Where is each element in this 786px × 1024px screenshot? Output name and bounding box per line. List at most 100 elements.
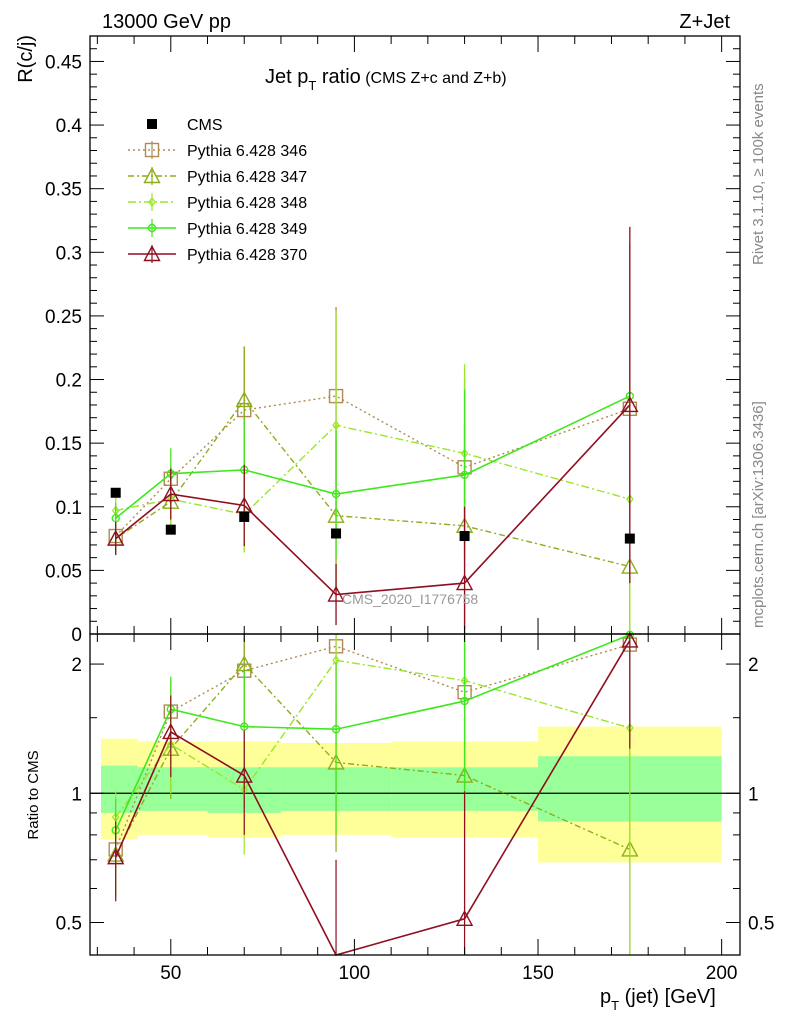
main-ytick-label-3: 0.15 — [45, 434, 82, 455]
point-3-0 — [111, 514, 120, 523]
ratio-line-1 — [115, 663, 631, 855]
xlabel-main: p — [600, 986, 611, 1008]
series-line-4 — [115, 404, 631, 596]
legend: CMS Pythia 6.428 346 Pythia 6.428 347 Pythi… — [128, 117, 307, 264]
ratio-line-4 — [114, 640, 631, 956]
series-line-3 — [115, 395, 631, 519]
series-line-1 — [115, 398, 630, 568]
xlabel-sub: T — [611, 998, 619, 1013]
ratio-point-4-4 — [455, 909, 474, 927]
ratio-point-1-2 — [235, 655, 253, 672]
cms-point-0 — [110, 487, 121, 498]
chart-title-sub: T — [308, 78, 316, 93]
series-line-2 — [115, 424, 631, 516]
ratio-line-3 — [114, 634, 631, 831]
point-3-4 — [460, 470, 469, 480]
ratio-ytick-label-2: 2 — [71, 655, 82, 676]
ratio-point-4-2 — [235, 766, 253, 783]
mcplots-label: mcplots.cern.ch [arXiv:1306.3436] — [750, 401, 767, 628]
xlabel-tail: (jet) [GeV] — [619, 986, 716, 1008]
cms-data — [110, 487, 635, 544]
legend-label-2: Pythia 6.428 348 — [187, 195, 307, 212]
ratio-point-4-5 — [621, 631, 639, 648]
ratio-ytick-label-1: 1 — [71, 784, 82, 805]
legend-marker-1 — [143, 167, 161, 184]
ratio-point-3-2 — [240, 722, 249, 731]
legend-marker-3 — [147, 223, 157, 233]
analysis-watermark: CMS_2020_I1776758 — [342, 591, 478, 607]
legend-marker-4 — [143, 245, 161, 262]
header-right: Z+Jet — [679, 11, 730, 33]
ratio-ylabel: Ratio to CMS — [25, 750, 42, 839]
legend-entry-1: Pythia 6.428 347 — [128, 167, 307, 186]
point-4-0 — [107, 529, 125, 546]
point-4-1 — [162, 485, 180, 502]
legend-label-1: Pythia 6.428 347 — [187, 169, 307, 186]
ratio-xtick-label-2: 150 — [522, 963, 554, 984]
main-ytick-label-6: 0.3 — [56, 243, 82, 264]
point-1-2 — [235, 390, 253, 408]
ratio-xtick-label-0: 50 — [160, 963, 181, 984]
ratio-series-layer — [107, 630, 639, 956]
ratio-uncertainty-bands — [101, 726, 722, 863]
ratio-point-4-0 — [107, 848, 125, 865]
chart-title-main: Jet p — [265, 66, 308, 88]
ratio-series-4 — [107, 631, 639, 956]
cms-point-1 — [165, 524, 176, 535]
chart-title: Jet pT ratio (CMS Z+c and Z+b) — [265, 66, 507, 93]
chart-title-small: (CMS Z+c and Z+b) — [361, 70, 507, 87]
ratio-ytick-label-right-1: 1 — [748, 784, 759, 805]
legend-entry-3: Pythia 6.428 349 — [128, 219, 307, 238]
legend-label-0: Pythia 6.428 346 — [187, 143, 307, 160]
point-3-3 — [331, 489, 341, 499]
series-3 — [111, 243, 635, 561]
legend-entry-2: Pythia 6.428 348 — [128, 193, 307, 212]
legend-label-4: Pythia 6.428 370 — [187, 247, 307, 264]
main-ytick-label-2: 0.1 — [56, 498, 82, 519]
ratio-line-2 — [115, 659, 631, 818]
cms-point-5 — [624, 533, 635, 544]
point-2-3 — [332, 420, 340, 431]
cms-point-3 — [331, 528, 342, 539]
header-left: 13000 GeV pp — [102, 11, 231, 33]
rivet-label: Rivet 3.1.10, ≥ 100k events — [750, 83, 767, 265]
ratio-ytick-label-0: 0.5 — [56, 913, 82, 934]
legend-label-cms: CMS — [187, 117, 223, 134]
legend-entry-0: Pythia 6.428 346 — [128, 141, 307, 160]
legend-entry-4: Pythia 6.428 370 — [128, 245, 307, 264]
ratio-point-3-3 — [331, 725, 341, 734]
ratio-frame — [89, 633, 741, 956]
point-4-3 — [327, 585, 345, 602]
legend-label-3: Pythia 6.428 349 — [187, 221, 307, 238]
series-4 — [107, 226, 639, 634]
main-ytick-label-4: 0.2 — [56, 371, 82, 392]
main-ytick-label-7: 0.35 — [45, 180, 82, 201]
legend-marker-2 — [148, 196, 156, 208]
ratio-xtick-label-3: 200 — [706, 963, 738, 984]
legend-marker-cms — [147, 119, 157, 129]
cms-point-4 — [459, 531, 470, 542]
main-ytick-label-0: 0 — [71, 625, 82, 646]
ratio-xlabel: pT (jet) [GeV] — [600, 986, 716, 1013]
ratio-ytick-label-right-2: 2 — [748, 655, 759, 676]
main-series-layer — [107, 226, 639, 634]
ratio-ytick-label-right-0: 0.5 — [748, 913, 774, 934]
point-4-5 — [621, 395, 639, 413]
ratio-point-3-4 — [460, 696, 469, 706]
legend-marker-0 — [144, 142, 160, 158]
main-ytick-label-5: 0.25 — [45, 307, 82, 328]
series-0 — [108, 243, 638, 575]
plot-frames — [89, 35, 741, 956]
main-ytick-label-8: 0.4 — [56, 116, 83, 137]
point-4-4 — [455, 574, 474, 591]
series-line-0 — [115, 395, 631, 537]
band-inner-0 — [101, 765, 138, 813]
chart-title-tail: ratio — [316, 66, 360, 88]
main-ylabel: R(c/j) — [15, 35, 37, 83]
cms-point-2 — [239, 511, 250, 522]
ratio-point-4-1 — [162, 722, 180, 740]
main-ytick-label-9: 0.45 — [45, 52, 82, 73]
legend-entry-cms: CMS — [147, 117, 223, 134]
axis-ticks: 0 0.05 0.1 0.15 0.2 0.25 0.3 0.35 0.4 0.45 50 100 15… — [45, 36, 774, 984]
